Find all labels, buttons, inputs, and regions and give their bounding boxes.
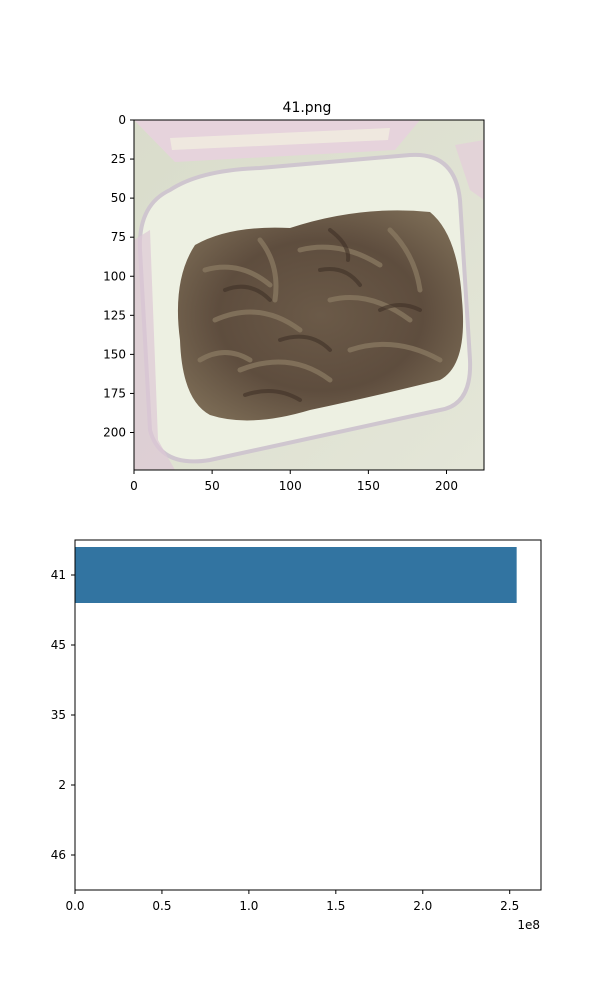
bar-x-tick-label: 1.0 [239, 899, 258, 913]
image-y-tick-label: 100 [103, 269, 126, 283]
image-x-tick-label: 0 [130, 479, 138, 493]
image-x-tick-label: 200 [435, 479, 458, 493]
image-axes-frame [133, 119, 485, 471]
image-subplot: 41.png [103, 100, 485, 493]
image-title: 41.png [283, 100, 332, 116]
image-y-tick-label: 25 [111, 152, 126, 166]
bar-y-ticks: 41 45 35 2 46 [51, 568, 75, 862]
x-offset-label: 1e8 [517, 918, 540, 932]
image-y-tick-label: 175 [103, 386, 126, 400]
image-y-tick-label: 150 [103, 347, 126, 361]
image-y-tick-label: 75 [111, 230, 126, 244]
food-photo [134, 120, 484, 470]
bar-x-ticks: 0.0 0.5 1.0 1.5 2.0 2.5 [65, 890, 519, 913]
bar-y-tick-label: 35 [51, 708, 66, 722]
bars [75, 547, 517, 603]
image-y-ticks: 0 25 50 75 100 125 150 175 200 [103, 113, 134, 440]
bar-x-tick-label: 0.0 [65, 899, 84, 913]
image-x-tick-label: 50 [204, 479, 219, 493]
image-y-tick-label: 200 [103, 426, 126, 440]
bar-x-tick-label: 0.5 [152, 899, 171, 913]
image-x-tick-label: 150 [357, 479, 380, 493]
image-y-tick-label: 0 [118, 113, 126, 127]
bar-y-tick-label: 46 [51, 848, 66, 862]
image-x-ticks: 0 50 100 150 200 [130, 470, 458, 493]
bar-x-tick-label: 2.5 [500, 899, 519, 913]
bar-x-tick-label: 1.5 [326, 899, 345, 913]
image-y-tick-label: 125 [103, 308, 126, 322]
bar-subplot: 41 45 35 2 46 0.0 0.5 1.0 1.5 2.0 2.5 1e8 [51, 539, 542, 932]
bar-y-tick-label: 2 [58, 778, 66, 792]
image-y-tick-label: 50 [111, 191, 126, 205]
bar-y-tick-label: 41 [51, 568, 66, 582]
image-x-tick-label: 100 [279, 479, 302, 493]
bar-x-tick-label: 2.0 [413, 899, 432, 913]
bar-y-tick-label: 45 [51, 638, 66, 652]
bar-41 [75, 547, 517, 603]
